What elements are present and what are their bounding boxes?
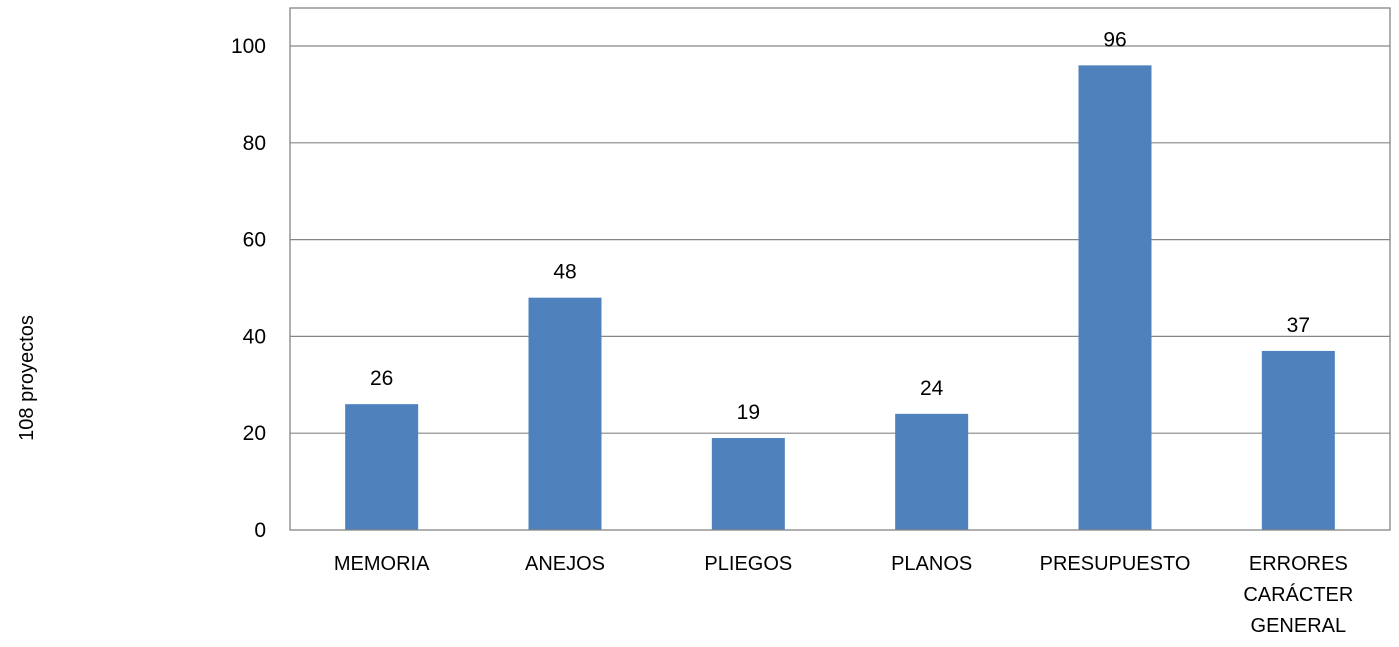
x-category-label: PRESUPUESTO xyxy=(1040,553,1191,575)
y-tick-label: 60 xyxy=(243,229,266,252)
x-category-label: GENERAL xyxy=(1251,615,1347,637)
data-label: 26 xyxy=(370,367,393,390)
y-tick-label: 80 xyxy=(243,132,266,155)
bar xyxy=(711,438,785,530)
data-label: 19 xyxy=(737,401,760,424)
gridlines xyxy=(290,45,1390,434)
y-tick-label: 0 xyxy=(254,519,266,542)
data-label: 37 xyxy=(1287,314,1310,337)
x-category-label: CARÁCTER xyxy=(1243,583,1353,606)
data-label: 24 xyxy=(920,377,944,400)
bar xyxy=(345,404,419,530)
bar xyxy=(528,297,602,530)
data-label: 96 xyxy=(1103,28,1126,51)
bar xyxy=(895,413,969,530)
x-category-label: PLANOS xyxy=(891,553,972,575)
x-category-label: PLIEGOS xyxy=(704,553,792,575)
x-category-label: ANEJOS xyxy=(525,553,605,575)
data-labels: 26 48 19 24 96 37 xyxy=(370,28,1310,424)
bar xyxy=(1261,350,1335,530)
bar xyxy=(1078,65,1152,531)
bars xyxy=(345,65,1335,531)
plot-area-frame xyxy=(289,7,1391,531)
data-label: 48 xyxy=(553,261,576,284)
x-axis-categories: MEMORIA ANEJOS PLIEGOS PLANOS PRESUPUESTO ERR… xyxy=(334,553,1353,637)
y-tick-label: 40 xyxy=(243,325,266,348)
y-tick-label: 100 xyxy=(231,35,266,58)
y-axis-ticks: 0 20 40 60 80 100 xyxy=(231,35,266,542)
y-axis-title: 108 proyectos xyxy=(16,315,38,441)
y-tick-label: 20 xyxy=(243,422,266,445)
x-category-label: ERRORES xyxy=(1249,553,1348,575)
x-category-label: MEMORIA xyxy=(334,553,430,575)
